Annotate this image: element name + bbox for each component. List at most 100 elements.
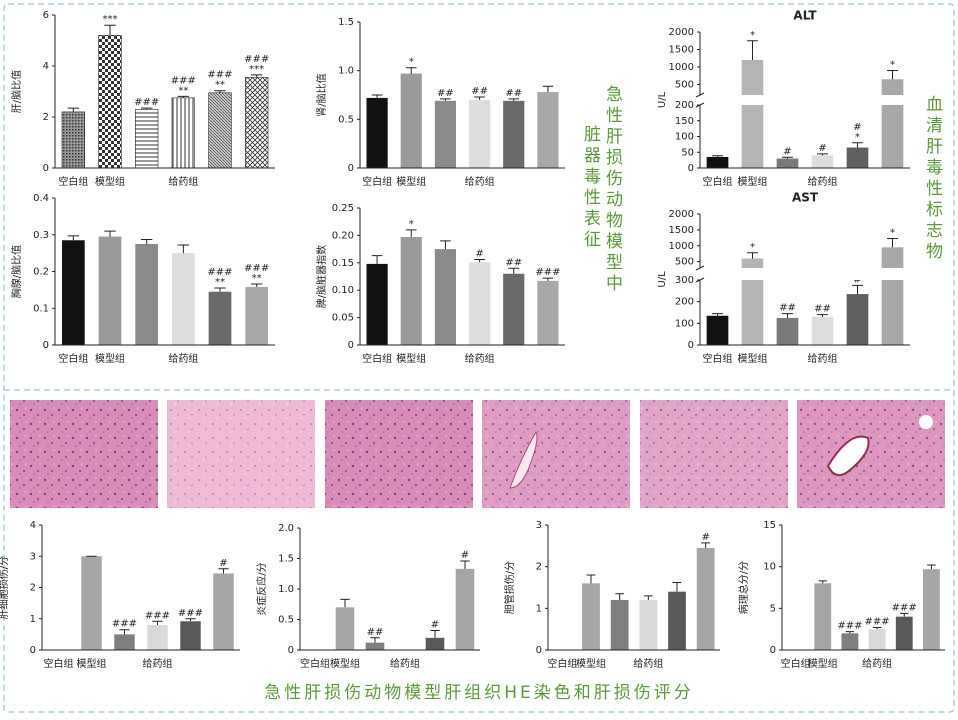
y-tick-label: 150 [675, 116, 694, 127]
y-tick-label: 4 [43, 61, 49, 72]
y-tick-label: 50 [681, 147, 694, 158]
x-tick-label: 给药组 [465, 352, 495, 365]
y-tick-label: 0.05 [332, 313, 354, 324]
y-tick-label: 2 [43, 112, 49, 123]
y-tick-label: 0 [536, 645, 542, 656]
significance: ## [505, 88, 522, 99]
significance: ### [171, 75, 196, 86]
significance: ### [134, 97, 159, 108]
error-bar [474, 96, 485, 100]
x-tick-label: 模型组 [396, 352, 426, 365]
y-tick-label: 0 [770, 645, 776, 656]
y-tick-label: 2 [536, 562, 542, 573]
error-bar [67, 235, 80, 241]
y-tick-label: 300 [675, 275, 694, 286]
y-axis-label: 肝细胞损伤/分 [0, 556, 10, 619]
bar [135, 243, 159, 345]
error-bar [405, 229, 417, 238]
bar [868, 629, 886, 650]
bar [610, 600, 629, 650]
significance: *** [249, 64, 264, 75]
significance: * [750, 30, 755, 41]
bar [114, 634, 135, 650]
y-tick-label: 0 [688, 163, 694, 174]
significance: ### [892, 602, 917, 613]
bar [537, 92, 559, 168]
x-tick-label: 空白组 [58, 352, 88, 365]
y-tick-label: 0.20 [332, 230, 354, 241]
y-tick-label: 2000 [669, 209, 694, 220]
error-bar [250, 74, 263, 78]
axis-break [699, 95, 911, 105]
x-tick-label: 模型组 [738, 175, 768, 188]
y-tick-label: 100 [675, 318, 694, 329]
bar [455, 568, 475, 650]
bar [811, 155, 834, 168]
axis [699, 32, 910, 169]
y-tick-label: 3 [30, 551, 36, 562]
error-bar [430, 629, 440, 638]
axis [359, 22, 565, 169]
error-bar [440, 240, 451, 250]
significance: ** [252, 273, 262, 284]
error-bar [782, 313, 793, 318]
error-bar [701, 542, 711, 548]
error-bar [712, 313, 723, 316]
y-axis-label: 肝/脑比值 [10, 70, 23, 113]
x-tick-label: 模型组 [808, 657, 838, 670]
bar [434, 100, 457, 168]
y-axis-label: 胆管损伤/分 [503, 561, 516, 614]
x-tick-label: 给药组 [862, 657, 892, 670]
significance: # [853, 122, 861, 133]
x-tick-label: 给药组 [808, 175, 838, 188]
y-tick-label: 1.5 [338, 17, 354, 28]
bar [468, 99, 491, 168]
bar [881, 79, 904, 168]
bar [208, 92, 232, 169]
error-bar [104, 24, 116, 36]
significance: * [409, 219, 414, 230]
error-bar [440, 98, 451, 101]
error-bar [218, 568, 229, 574]
axis [299, 528, 480, 651]
axis [781, 525, 945, 651]
y-axis-label: 肾/脑比值 [315, 73, 328, 116]
y-tick-label: 15 [763, 520, 776, 531]
bar [696, 547, 715, 650]
significance: ** [215, 277, 225, 288]
significance: * [750, 242, 755, 253]
serum-title: 血清肝毒性标志物 [922, 95, 943, 263]
y-tick-label: 0 [348, 163, 354, 174]
error-bar [508, 267, 520, 274]
bar [776, 158, 799, 168]
y-tick-label: 0 [30, 645, 36, 656]
y-tick-label: 3 [536, 520, 542, 531]
y-tick-label: 0.10 [332, 285, 354, 296]
x-tick-label: 空白组 [547, 657, 577, 670]
error-bar [852, 142, 863, 148]
organ-title: 急性肝损伤动物模型中 [602, 85, 623, 295]
significance: ### [178, 608, 203, 619]
x-tick-label: 空白组 [44, 657, 74, 670]
y-tick-label: 200 [675, 297, 694, 308]
x-tick-label: 给药组 [168, 175, 198, 188]
bar [881, 247, 904, 345]
error-bar [214, 90, 226, 93]
x-tick-label: 空白组 [362, 352, 392, 365]
error-bar [140, 107, 153, 110]
axis [54, 198, 275, 346]
error-bar [214, 287, 226, 292]
error-bar [67, 107, 80, 112]
y-tick-label: 1000 [669, 62, 694, 73]
error-bar [887, 70, 898, 80]
x-tick-label: 空白组 [300, 657, 330, 670]
axis [699, 214, 910, 346]
y-tick-label: 6 [43, 10, 49, 21]
y-axis-label: 炎症反应/分 [255, 562, 268, 615]
break-mark [695, 265, 705, 283]
y-tick-label: 0.25 [332, 203, 354, 214]
bar [171, 253, 195, 345]
y-tick-label: 5 [770, 603, 776, 614]
error-bar [818, 580, 827, 584]
y-tick-label: 0 [43, 340, 49, 351]
